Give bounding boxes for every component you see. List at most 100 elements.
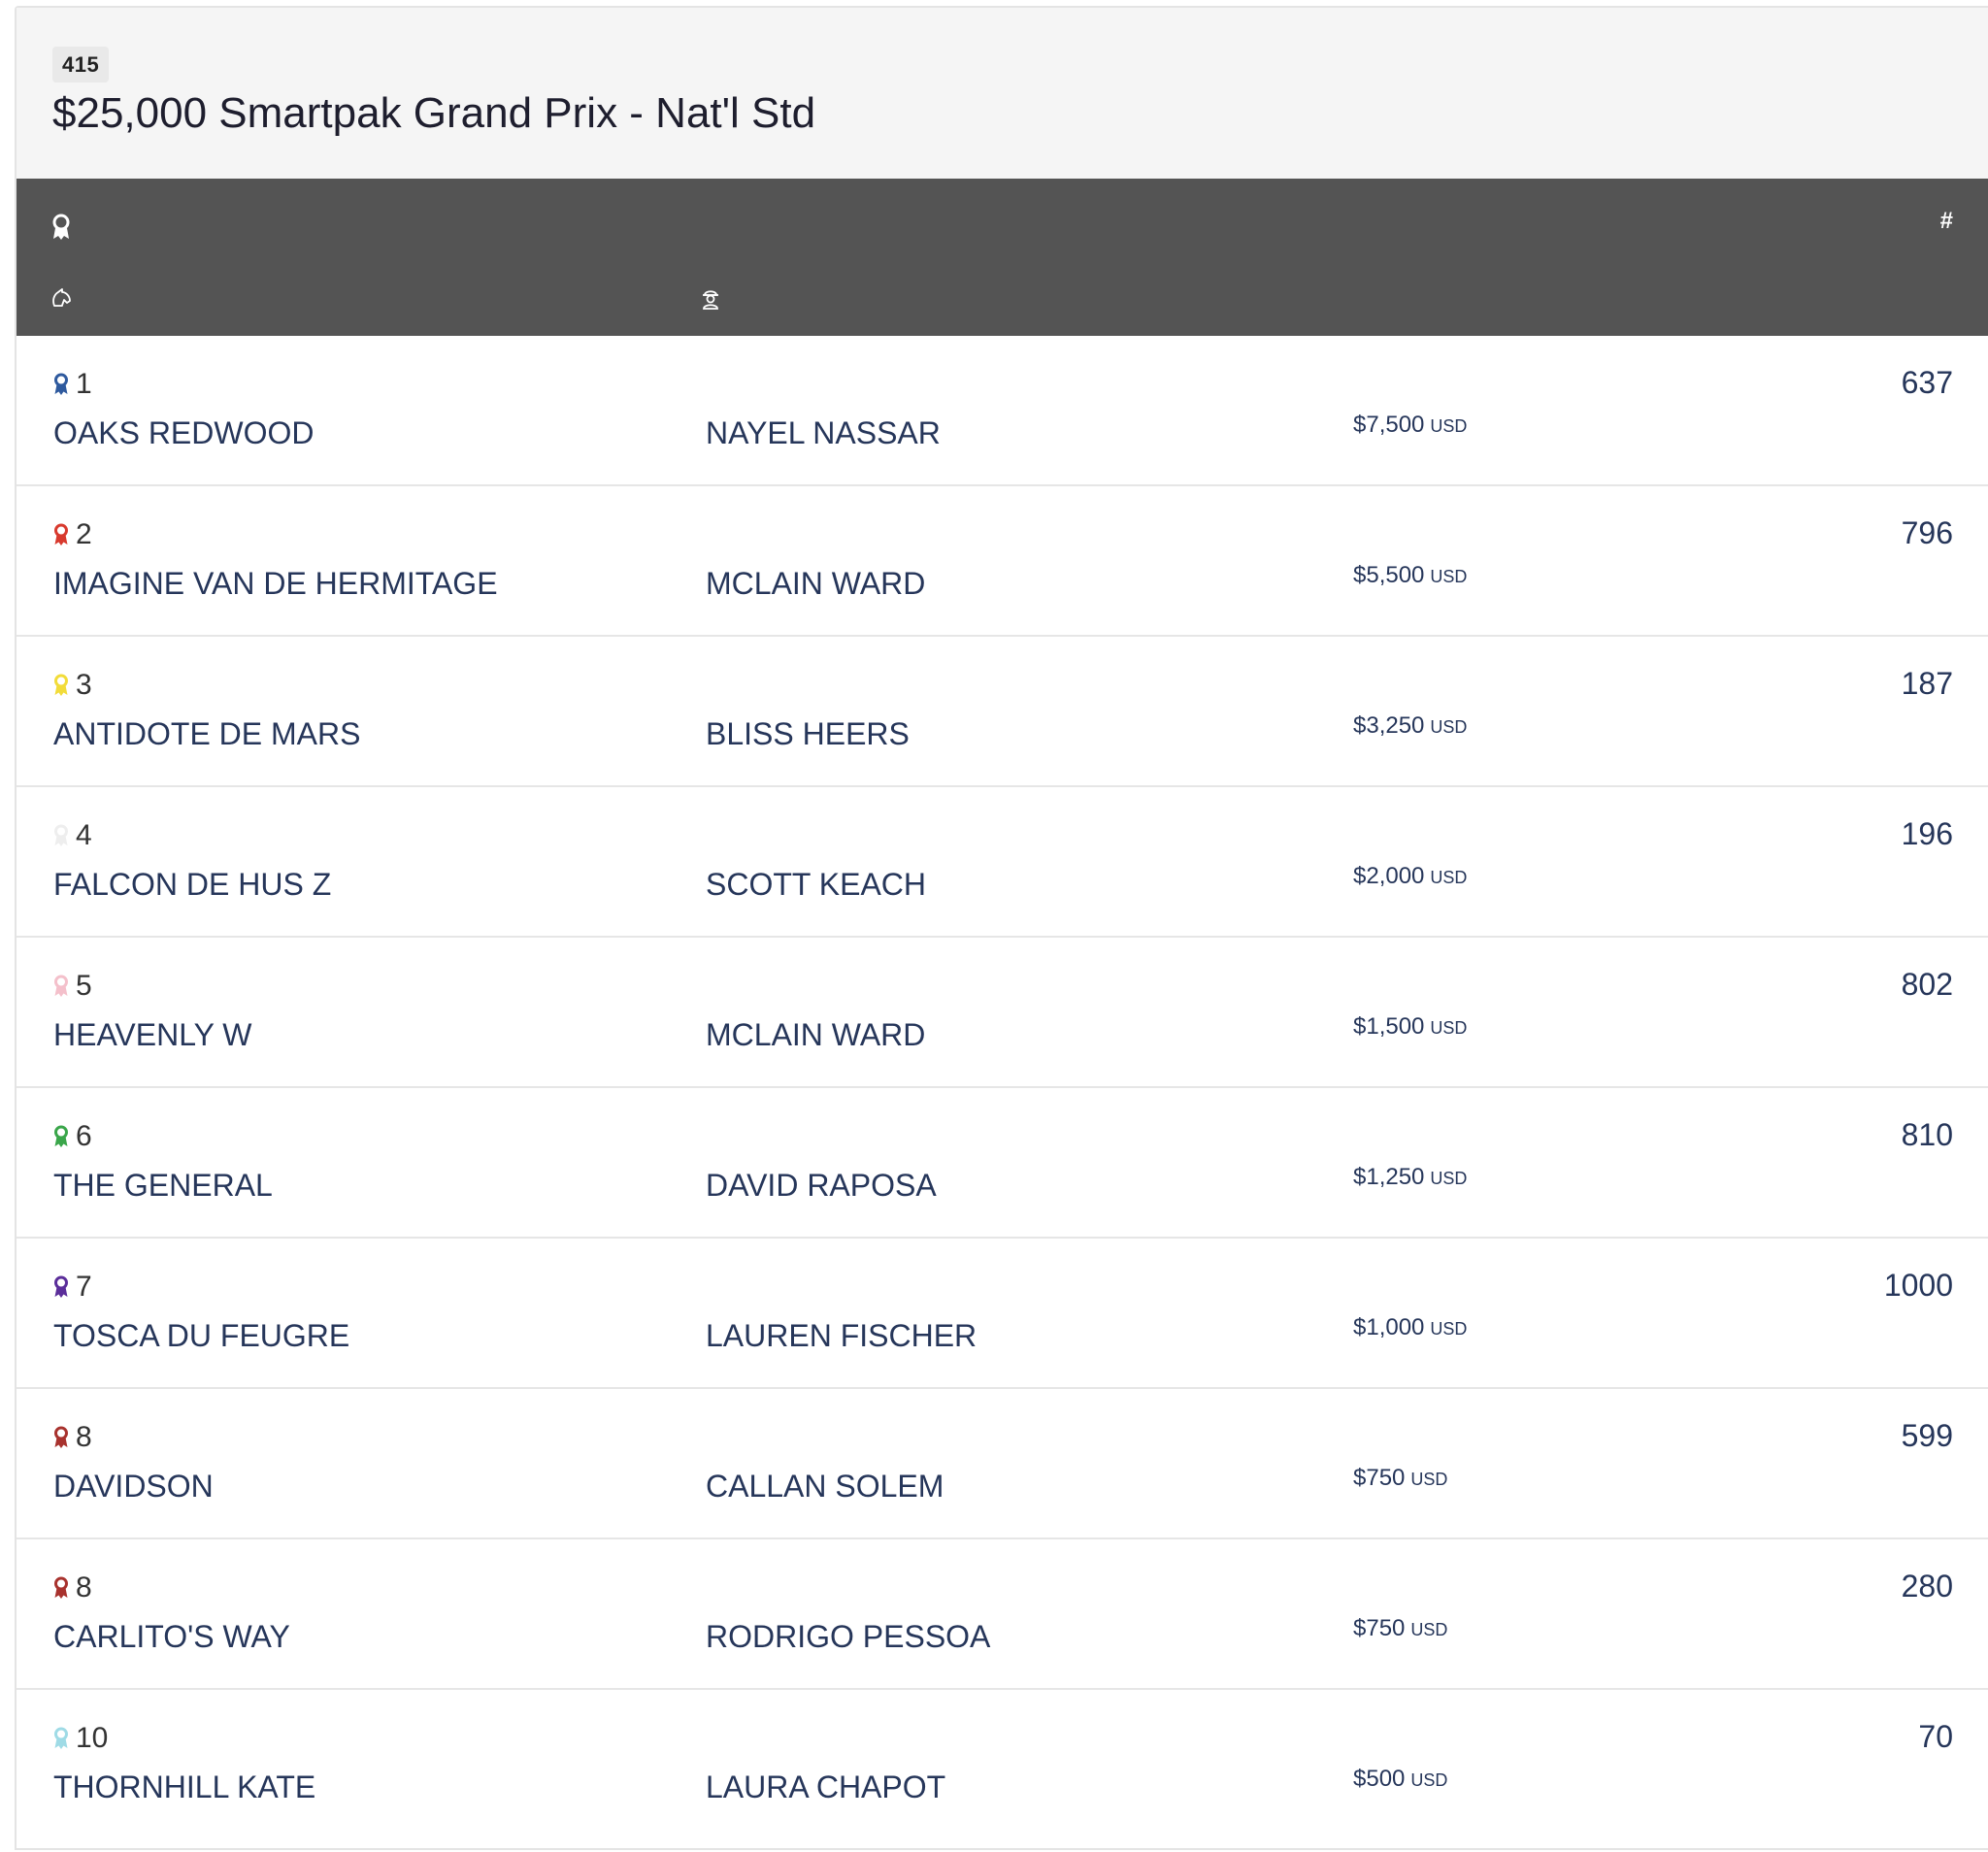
result-row[interactable]: 2 IMAGINE VAN DE HERMITAGE MCLAIN WARD $5,5… <box>17 486 1988 637</box>
placing: 1 <box>52 368 92 401</box>
ribbon-icon <box>54 975 68 997</box>
entry-number: 187 <box>1901 666 1953 701</box>
entry-number: 280 <box>1901 1569 1953 1604</box>
result-row[interactable]: 8 DAVIDSON CALLAN SOLEM $750 USD 599 <box>17 1389 1988 1539</box>
prize-amount: $750 <box>1353 1465 1406 1491</box>
result-row[interactable]: 6 THE GENERAL DAVID RAPOSA $1,250 USD 810 <box>17 1088 1988 1239</box>
prize-currency: USD <box>1430 416 1468 436</box>
prize-money: $1,500 USD <box>1353 1013 1467 1041</box>
result-row[interactable]: 10 THORNHILL KATE LAURA CHAPOT $500 USD 70 <box>17 1690 1988 1840</box>
rider-name[interactable]: BLISS HEERS <box>706 716 910 751</box>
rider-name[interactable]: LAUREN FISCHER <box>706 1318 977 1353</box>
prize-amount: $500 <box>1353 1766 1406 1792</box>
entry-number: 196 <box>1901 816 1953 851</box>
rider-name[interactable]: RODRIGO PESSOA <box>706 1619 991 1654</box>
horse-name[interactable]: FALCON DE HUS Z <box>53 867 332 902</box>
prize-amount: $3,250 <box>1353 712 1425 739</box>
ribbon-icon <box>54 1727 68 1749</box>
prize-amount: $5,500 <box>1353 562 1425 588</box>
rider-name[interactable]: DAVID RAPOSA <box>706 1168 937 1203</box>
horse-name[interactable]: ANTIDOTE DE MARS <box>53 716 361 751</box>
results-list: 1 OAKS REDWOOD NAYEL NASSAR $7,500 USD 637 2 IM… <box>17 336 1988 1840</box>
prize-currency: USD <box>1430 868 1468 887</box>
horse-name[interactable]: OAKS REDWOOD <box>53 415 315 450</box>
horse-name[interactable]: CARLITO'S WAY <box>53 1619 290 1654</box>
rider-name[interactable]: MCLAIN WARD <box>706 1017 926 1052</box>
horse-name[interactable]: IMAGINE VAN DE HERMITAGE <box>53 566 498 601</box>
entry-number: 1000 <box>1883 1268 1953 1303</box>
placing: 10 <box>52 1722 108 1755</box>
class-results-panel: 415 $25,000 Smartpak Grand Prix - Nat'l … <box>15 6 1988 1850</box>
prize-currency: USD <box>1410 1620 1448 1639</box>
prize-money: $3,250 USD <box>1353 712 1467 740</box>
entry-number: 599 <box>1901 1418 1953 1453</box>
prize-money: $1,250 USD <box>1353 1164 1467 1191</box>
horse-name[interactable]: DAVIDSON <box>53 1469 214 1504</box>
horse-name[interactable]: THORNHILL KATE <box>53 1769 316 1804</box>
place-number: 3 <box>76 669 92 701</box>
entry-number: 70 <box>1918 1719 1953 1754</box>
rider-icon[interactable] <box>701 287 720 315</box>
place-number: 6 <box>76 1120 92 1152</box>
result-row[interactable]: 7 TOSCA DU FEUGRE LAUREN FISCHER $1,000 USD 1… <box>17 1239 1988 1389</box>
rider-name[interactable]: LAURA CHAPOT <box>706 1769 946 1804</box>
place-number: 4 <box>76 819 92 851</box>
placing: 2 <box>52 518 92 551</box>
prize-amount: $1,500 <box>1353 1013 1425 1040</box>
placing: 8 <box>52 1421 92 1454</box>
horse-name[interactable]: HEAVENLY W <box>53 1017 252 1052</box>
ribbon-icon <box>54 1576 68 1599</box>
prize-amount: $7,500 <box>1353 412 1425 438</box>
place-number: 8 <box>76 1571 92 1604</box>
ribbon-icon <box>54 1125 68 1147</box>
prize-currency: USD <box>1430 1169 1468 1188</box>
ribbon-icon[interactable] <box>50 214 72 246</box>
placing: 8 <box>52 1571 92 1604</box>
ribbon-icon <box>54 1426 68 1448</box>
prize-money: $7,500 USD <box>1353 412 1467 439</box>
prize-money: $500 USD <box>1353 1766 1447 1793</box>
entry-number-header[interactable]: # <box>1939 208 1953 234</box>
ribbon-icon <box>54 373 68 395</box>
horse-head-icon[interactable] <box>50 287 72 314</box>
prize-money: $2,000 USD <box>1353 863 1467 890</box>
ribbon-icon <box>54 523 68 546</box>
placing: 3 <box>52 669 92 702</box>
prize-currency: USD <box>1430 567 1468 586</box>
rider-name[interactable]: CALLAN SOLEM <box>706 1469 944 1504</box>
placing: 4 <box>52 819 92 852</box>
result-row[interactable]: 1 OAKS REDWOOD NAYEL NASSAR $7,500 USD 637 <box>17 336 1988 486</box>
class-number-badge: 415 <box>52 47 110 83</box>
result-row[interactable]: 8 CARLITO'S WAY RODRIGO PESSOA $750 USD 280 <box>17 1539 1988 1690</box>
place-number: 10 <box>76 1722 109 1754</box>
horse-name[interactable]: THE GENERAL <box>53 1168 273 1203</box>
entry-number: 637 <box>1901 365 1953 400</box>
result-row[interactable]: 4 FALCON DE HUS Z SCOTT KEACH $2,000 USD 196 <box>17 787 1988 938</box>
prize-money: $750 USD <box>1353 1465 1447 1492</box>
prize-money: $750 USD <box>1353 1615 1447 1642</box>
ribbon-icon <box>54 674 68 696</box>
result-row[interactable]: 5 HEAVENLY W MCLAIN WARD $1,500 USD 802 <box>17 938 1988 1088</box>
placing: 5 <box>52 970 92 1003</box>
prize-amount: $750 <box>1353 1615 1406 1641</box>
prize-amount: $1,250 <box>1353 1164 1425 1190</box>
entry-number: 810 <box>1901 1117 1953 1152</box>
placing: 6 <box>52 1120 92 1153</box>
prize-currency: USD <box>1430 1018 1468 1038</box>
place-number: 8 <box>76 1421 92 1453</box>
prize-amount: $2,000 <box>1353 863 1425 889</box>
horse-name[interactable]: TOSCA DU FEUGRE <box>53 1318 350 1353</box>
rider-name[interactable]: SCOTT KEACH <box>706 867 926 902</box>
rider-name[interactable]: MCLAIN WARD <box>706 566 926 601</box>
entry-number: 802 <box>1901 967 1953 1002</box>
place-number: 7 <box>76 1271 92 1303</box>
prize-money: $1,000 USD <box>1353 1314 1467 1341</box>
entry-number: 796 <box>1901 515 1953 550</box>
results-column-header: # <box>17 179 1988 336</box>
rider-name[interactable]: NAYEL NASSAR <box>706 415 941 450</box>
prize-currency: USD <box>1430 1319 1468 1339</box>
place-number: 1 <box>76 368 92 400</box>
prize-money: $5,500 USD <box>1353 562 1467 589</box>
result-row[interactable]: 3 ANTIDOTE DE MARS BLISS HEERS $3,250 USD 187 <box>17 637 1988 787</box>
class-title: $25,000 Smartpak Grand Prix - Nat'l Std <box>52 89 816 137</box>
